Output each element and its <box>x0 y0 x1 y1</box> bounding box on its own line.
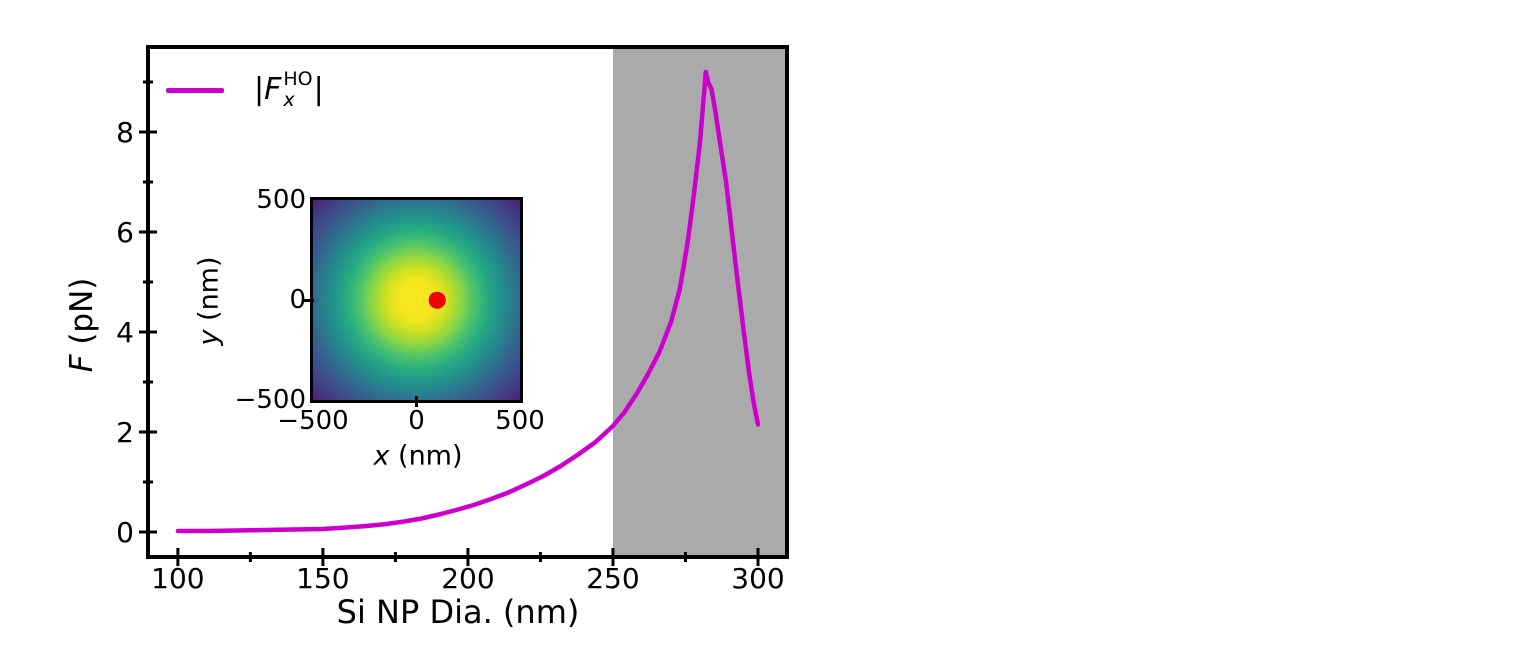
inset-y-tick <box>303 298 314 302</box>
inset-y-tick-label: −500 <box>234 385 306 415</box>
legend-superscript: HO <box>283 68 313 90</box>
y-tick-label: 2 <box>116 416 134 449</box>
x-tick-label: 300 <box>731 562 784 595</box>
y-tick-label: 6 <box>116 216 134 249</box>
x-tick-label: 200 <box>441 562 494 595</box>
y-axis-symbol: F <box>64 354 100 373</box>
inset-y-axis-symbol: y <box>193 329 225 346</box>
particle-position-marker <box>428 291 446 309</box>
inset-x-tick-label: 500 <box>495 406 545 436</box>
y-tick-label: 8 <box>116 116 134 149</box>
axes-frame <box>146 45 789 559</box>
inset-heatmap <box>313 200 520 400</box>
inset-x-axis-unit: (nm) <box>389 440 463 472</box>
inset-x-tick-label: −500 <box>277 406 349 436</box>
legend-subscript: x <box>283 89 295 111</box>
legend-close-bar: | <box>313 72 324 107</box>
legend-scripts: HO x <box>283 68 313 111</box>
inset-x-axis-label: x (nm) <box>373 441 462 472</box>
y-tick-label: 4 <box>116 316 134 349</box>
inset-x-tick-label: 0 <box>408 406 425 436</box>
x-tick-label: 250 <box>586 562 639 595</box>
inset-x-tick <box>415 396 418 407</box>
x-axis-label: Si NP Dia. (nm) <box>336 593 580 631</box>
y-tick-label: 0 <box>116 516 134 549</box>
inset-y-tick-label: 500 <box>256 185 306 215</box>
legend: | F HO x | <box>166 66 324 114</box>
legend-line-sample <box>166 87 224 93</box>
x-tick-label: 150 <box>296 562 349 595</box>
x-tick-label: 100 <box>151 562 204 595</box>
inset-axes <box>310 197 523 403</box>
inset-y-axis-unit: (nm) <box>193 256 225 330</box>
inset-y-axis-label: y (nm) <box>194 256 225 345</box>
legend-open-bar: | <box>254 72 265 107</box>
force-curve <box>175 69 761 534</box>
main-plot-svg: 100 150 200 250 300 0 2 4 6 8 <box>116 45 789 595</box>
y-axis-unit: (pN) <box>64 277 100 355</box>
inset-y-tick-label: 0 <box>289 285 306 315</box>
legend-symbol: F <box>264 72 282 107</box>
y-axis-label: F (pN) <box>64 278 100 373</box>
inset-x-axis-symbol: x <box>373 440 390 472</box>
legend-label: | F HO x | <box>254 68 324 111</box>
